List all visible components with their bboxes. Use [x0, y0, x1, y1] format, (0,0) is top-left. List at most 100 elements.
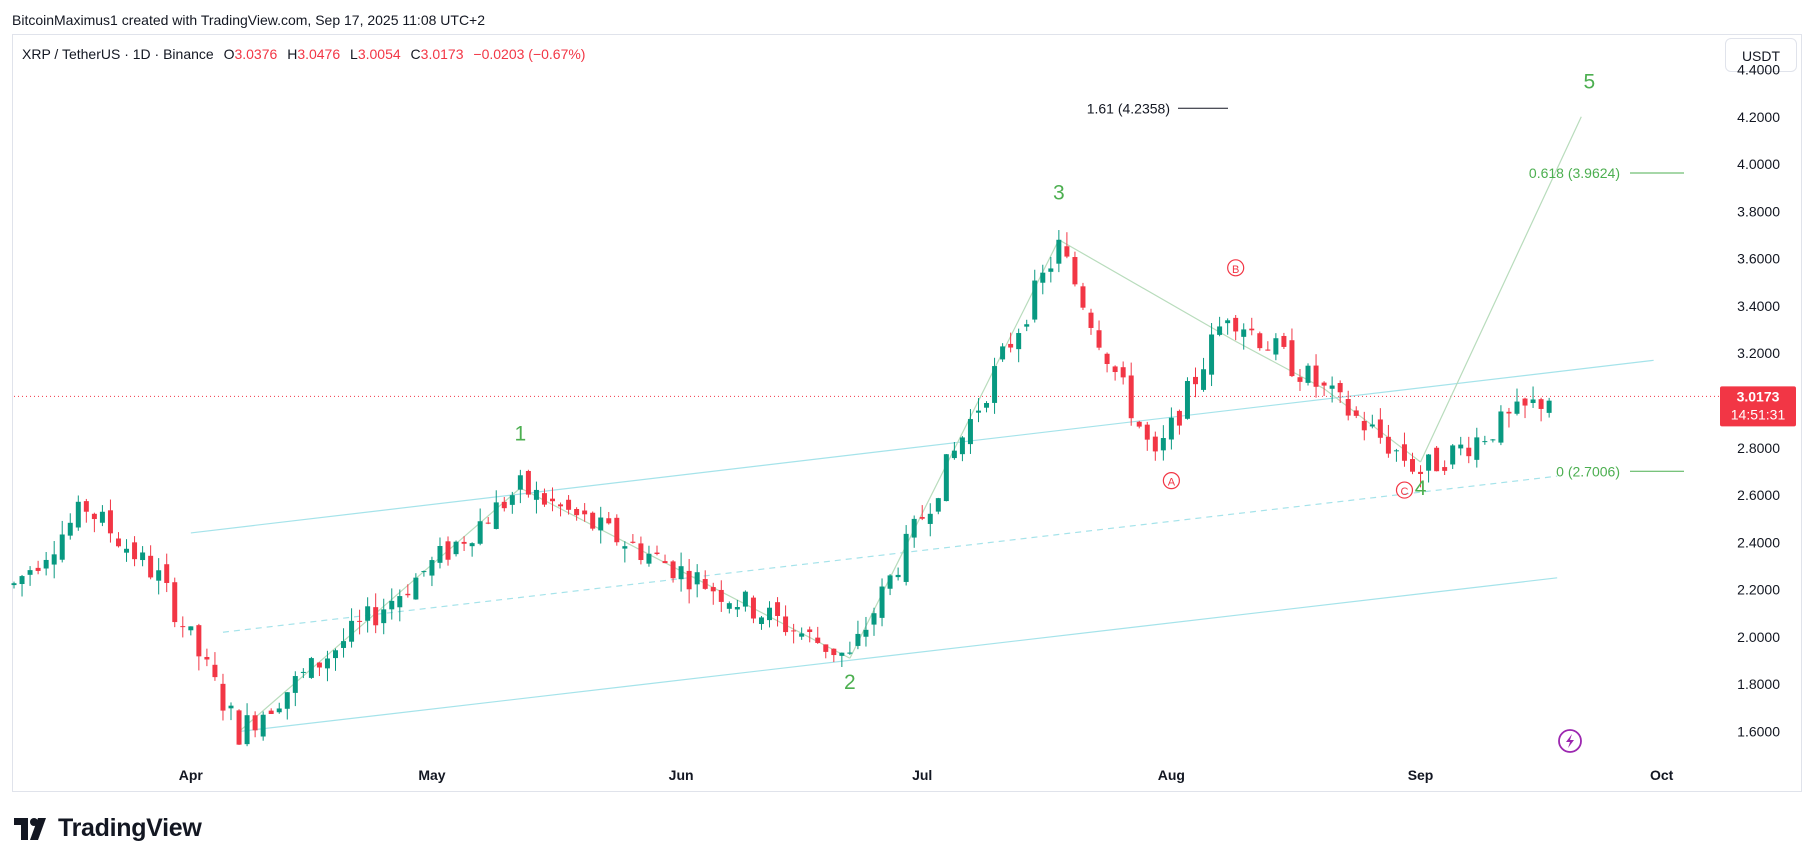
candle-body	[1281, 335, 1287, 347]
candle-up	[927, 503, 933, 537]
corrective-label-text: B	[1232, 264, 1239, 276]
candle-body	[236, 710, 242, 745]
x-tick-label: Jul	[912, 767, 932, 783]
candle-down	[1506, 407, 1512, 428]
low-value: 3.0054	[357, 46, 401, 62]
candle-up	[413, 573, 419, 600]
candle-down	[1434, 445, 1440, 472]
candle-body	[83, 501, 89, 512]
candle-up	[839, 652, 845, 667]
candle-body	[204, 656, 210, 660]
candle-down	[791, 623, 797, 644]
candle-body	[1506, 411, 1512, 414]
candle-down	[1345, 390, 1351, 421]
candle-body	[935, 498, 941, 512]
candle-body	[308, 658, 314, 678]
candle-up	[895, 567, 901, 581]
candle-up	[341, 628, 347, 658]
candle-body	[27, 570, 33, 575]
candle-body	[228, 705, 234, 709]
candle-down	[1088, 308, 1094, 335]
candle-down	[461, 536, 467, 552]
candle-up	[1369, 414, 1375, 429]
candle-up	[1217, 316, 1223, 337]
candle-body	[1273, 338, 1279, 355]
candle-up	[847, 641, 853, 655]
candle-up	[533, 481, 539, 514]
tradingview-logo[interactable]: TradingView	[14, 814, 202, 843]
candle-body	[1393, 450, 1399, 452]
candle-down	[1281, 332, 1287, 349]
candle-down	[316, 662, 322, 677]
candle-down	[1233, 315, 1239, 341]
candle-down	[807, 626, 813, 643]
candle-body	[188, 626, 194, 631]
candle-body	[1442, 467, 1448, 471]
candle-body	[1257, 333, 1263, 349]
candle-body	[124, 548, 130, 553]
tradingview-mark-icon	[14, 817, 46, 840]
symbol-title[interactable]: XRP / TetherUS · 1D · Binance	[22, 46, 214, 62]
candle-body	[959, 437, 965, 455]
candle-up	[1241, 323, 1247, 350]
candle-up	[863, 616, 869, 647]
y-tick-label: 3.8000	[1737, 203, 1780, 219]
candle-up	[959, 436, 965, 462]
candle-body	[43, 559, 49, 569]
candle-body	[1466, 447, 1472, 457]
candle-body	[911, 518, 917, 538]
wave-segment-b	[1235, 340, 1325, 390]
corrective-label: C	[1395, 481, 1414, 499]
candle-body	[726, 603, 732, 609]
candle-body	[35, 567, 41, 571]
candle-down	[1120, 361, 1126, 385]
candle-body	[132, 542, 138, 560]
candle-body	[678, 566, 684, 580]
candle-body	[67, 522, 73, 536]
candle-body	[951, 450, 957, 459]
candle-body	[758, 617, 764, 625]
candle-up	[140, 546, 146, 567]
candle-down	[180, 616, 186, 638]
candle-body	[1201, 369, 1207, 390]
candle-body	[975, 410, 981, 413]
channel-lines	[14, 359, 1720, 733]
candle-body	[1080, 286, 1086, 308]
candle-body	[1217, 326, 1223, 335]
candle-down	[220, 673, 226, 721]
candle-body	[1385, 436, 1391, 454]
candle-up	[742, 590, 748, 612]
candle-down	[1385, 424, 1391, 458]
candles	[11, 230, 1552, 747]
candle-up	[1329, 376, 1335, 403]
bolt-icon[interactable]	[1558, 729, 1582, 753]
candle-down	[115, 532, 121, 548]
fib-level-label: 0.618 (3.9624)	[1529, 165, 1620, 181]
candle-up	[19, 574, 25, 597]
candle-body	[1418, 471, 1424, 474]
candle-up	[767, 601, 773, 628]
candle-up	[975, 398, 981, 423]
candle-body	[582, 510, 588, 515]
candle-body	[550, 498, 555, 502]
candle-up	[156, 558, 162, 595]
candle-up	[734, 599, 740, 618]
candle-down	[1418, 465, 1424, 488]
candle-body	[831, 648, 837, 656]
candle-body	[646, 553, 652, 564]
candle-up	[1514, 388, 1520, 416]
candle-body	[1209, 334, 1215, 375]
candle-body	[1032, 280, 1038, 320]
candle-up	[260, 711, 266, 741]
candle-down	[164, 553, 170, 593]
candle-body	[1144, 424, 1150, 440]
candle-body	[1401, 444, 1407, 461]
y-tick-label: 2.8000	[1737, 440, 1780, 456]
candle-up	[1000, 343, 1006, 362]
candle-down	[132, 536, 138, 567]
currency-button[interactable]: USDT	[1725, 38, 1797, 72]
candle-down	[638, 536, 644, 565]
channel-mid-line	[222, 475, 1558, 633]
candle-down	[1353, 406, 1359, 419]
